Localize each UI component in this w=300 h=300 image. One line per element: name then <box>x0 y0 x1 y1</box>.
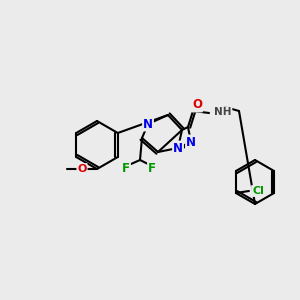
Text: O: O <box>192 98 202 112</box>
Text: Cl: Cl <box>252 186 264 196</box>
Text: N: N <box>143 118 153 130</box>
Text: NH: NH <box>214 107 232 117</box>
Text: N: N <box>173 142 183 154</box>
Text: N: N <box>186 136 196 148</box>
Text: F: F <box>148 161 156 175</box>
Text: F: F <box>122 161 130 175</box>
Text: O: O <box>77 164 87 174</box>
